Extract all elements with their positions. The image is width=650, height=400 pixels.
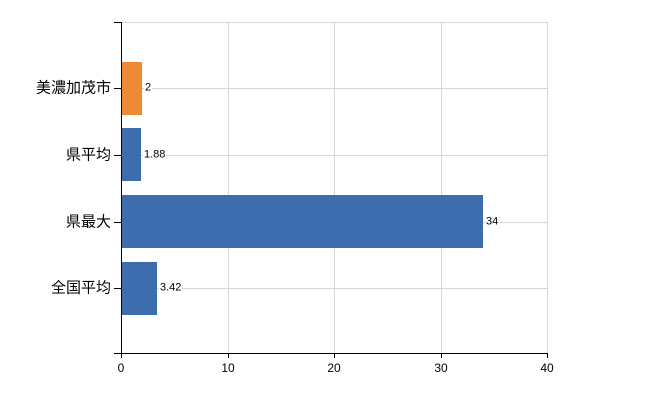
category-label: 全国平均 [50,279,111,297]
y-axis-tick [114,22,121,23]
x-axis-tick [334,353,335,358]
y-axis-tick [114,222,121,223]
value-label: 1.88 [143,148,167,162]
x-tick-label: 0 [117,361,125,375]
horizontal-gridline [121,288,547,289]
plot-top-border [121,22,547,23]
vertical-gridline [228,22,229,353]
y-axis-tick [114,88,121,89]
horizontal-gridline [121,88,547,89]
vertical-gridline [547,22,548,353]
category-label: 県最大 [65,213,111,231]
y-axis-tick [114,288,121,289]
value-label: 34 [485,215,500,229]
category-label: 県平均 [65,146,111,164]
x-tick-label: 20 [327,361,341,375]
bar [122,195,483,248]
bar [122,262,157,315]
bar [122,62,142,115]
vertical-gridline [334,22,335,353]
x-axis-tick [121,353,122,358]
category-label: 美濃加茂市 [35,79,111,97]
value-label: 3.42 [159,281,183,295]
horizontal-gridline [121,155,547,156]
x-axis-tick [228,353,229,358]
y-axis-tick [114,155,121,156]
x-axis-tick [547,353,548,358]
x-tick-label: 40 [540,361,554,375]
x-tick-label: 30 [434,361,448,375]
y-axis-line [121,22,122,358]
bar [122,128,141,181]
x-axis-line [114,353,548,354]
x-axis-tick [441,353,442,358]
x-tick-label: 10 [221,361,235,375]
value-label: 2 [144,81,153,95]
vertical-gridline [441,22,442,353]
